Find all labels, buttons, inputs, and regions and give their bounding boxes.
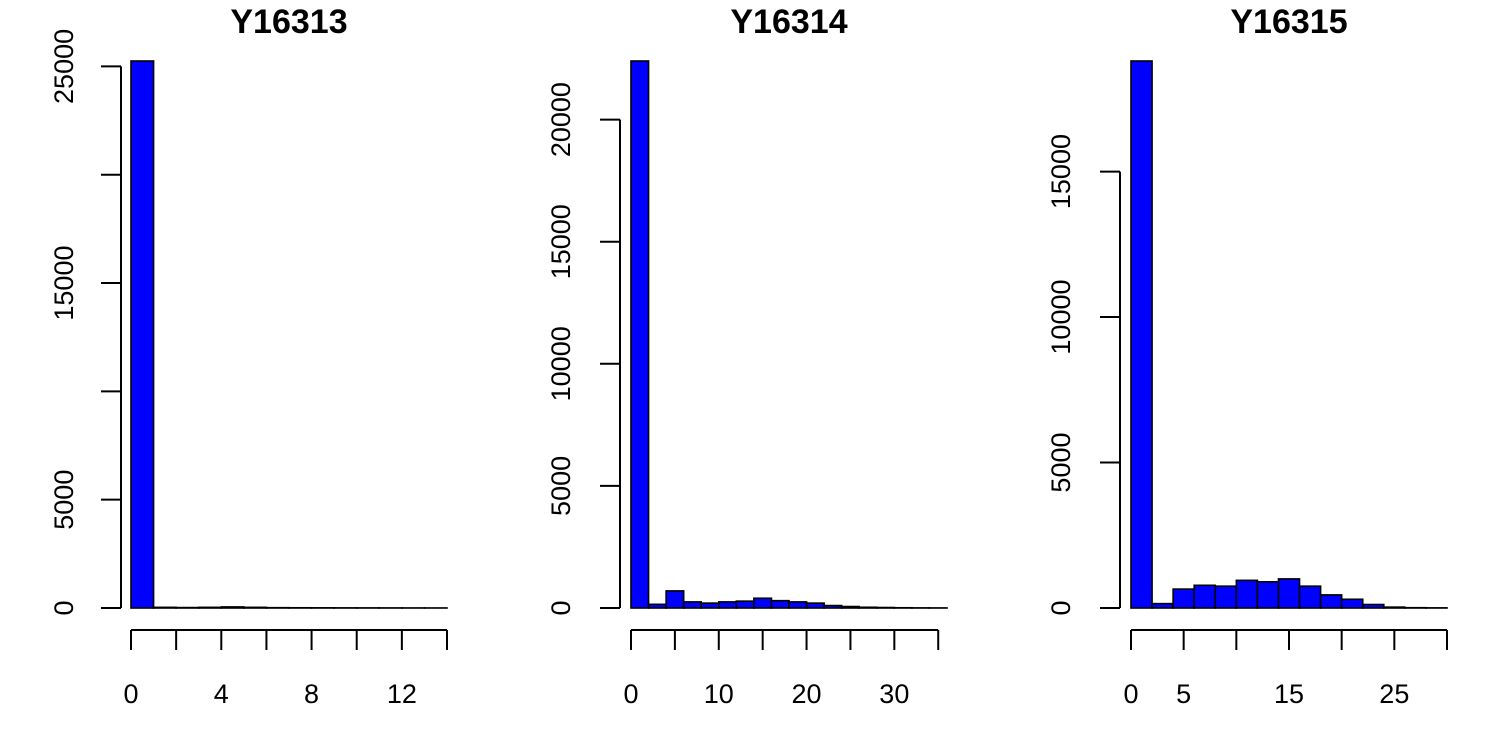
histogram-bar (805, 602, 825, 609)
histogram-bar (647, 603, 667, 609)
y-tick-label: 15000 (546, 204, 576, 279)
x-tick-label: 0 (123, 679, 138, 709)
histogram-bar (1193, 584, 1217, 609)
histogram-bar (1172, 588, 1195, 609)
histogram-bar (1277, 578, 1301, 609)
y-tick-label: 15000 (49, 246, 79, 321)
histogram-bar (1256, 581, 1280, 609)
histogram-bar (1383, 606, 1406, 609)
x-tick-label: 5 (1176, 679, 1191, 709)
histogram-bar (630, 60, 650, 609)
y-tick-label: 5000 (546, 456, 576, 516)
y-tick-label: 0 (49, 600, 79, 615)
histogram-bar (858, 606, 878, 609)
y-tick-label: 0 (546, 600, 576, 615)
histogram-bar (840, 605, 861, 609)
x-tick-label: 25 (1379, 679, 1409, 709)
y-tick-label: 25000 (49, 29, 79, 104)
histogram-bar (1298, 585, 1322, 609)
chart-1: Y16313 0 5000 15000 25000 0 4 8 12 (49, 3, 448, 709)
x-tick-label: 30 (879, 679, 909, 709)
histogram-bar (735, 600, 755, 609)
y-tick-label: 10000 (1046, 279, 1076, 354)
x-tick-label: 0 (623, 679, 638, 709)
chart-title: Y16314 (730, 3, 847, 41)
x-tick-label: 4 (214, 679, 229, 709)
histogram-bar (700, 602, 720, 609)
histogram-bar (1319, 594, 1343, 609)
histogram-bar (770, 599, 790, 609)
histogram-bar (682, 601, 703, 609)
histogram-bar (1340, 598, 1364, 609)
histogram-bar (1214, 585, 1238, 609)
histogram-bar (220, 606, 245, 609)
chart-title: Y16313 (230, 3, 347, 41)
y-tick-label: 0 (1046, 600, 1076, 615)
histogram-bar (665, 590, 685, 609)
y-tick-label: 20000 (546, 82, 576, 157)
x-tick-label: 20 (792, 679, 822, 709)
histogram-bar (197, 606, 223, 609)
x-tick-label: 12 (387, 679, 417, 709)
y-tick-label: 15000 (1046, 134, 1076, 209)
histogram-bar (753, 597, 773, 609)
histogram-bar (152, 606, 177, 609)
y-tick-label: 10000 (546, 326, 576, 401)
histogram-bar (243, 606, 268, 609)
y-tick-label: 5000 (49, 470, 79, 530)
histogram-bar (788, 601, 808, 609)
chart-title: Y16315 (1230, 3, 1347, 41)
chart-2: Y16314 0 5000 10000 15000 20000 0 10 20 30 (546, 3, 948, 709)
x-tick-label: 0 (1123, 679, 1138, 709)
x-tick-label: 8 (304, 679, 319, 709)
histogram-bar (1235, 579, 1259, 609)
chart-3: Y16315 0 5000 10000 15000 0 5 15 25 (1046, 3, 1448, 709)
y-tick-label: 5000 (1046, 432, 1076, 492)
histogram-bar (823, 604, 843, 609)
x-tick-label: 10 (704, 679, 734, 709)
histogram-bar (717, 601, 738, 609)
histogram-bar (1361, 603, 1385, 609)
histogram-bar (130, 60, 155, 609)
x-tick-label: 15 (1274, 679, 1304, 709)
histogram-bar (1151, 602, 1174, 609)
histogram-bar (1130, 60, 1153, 609)
